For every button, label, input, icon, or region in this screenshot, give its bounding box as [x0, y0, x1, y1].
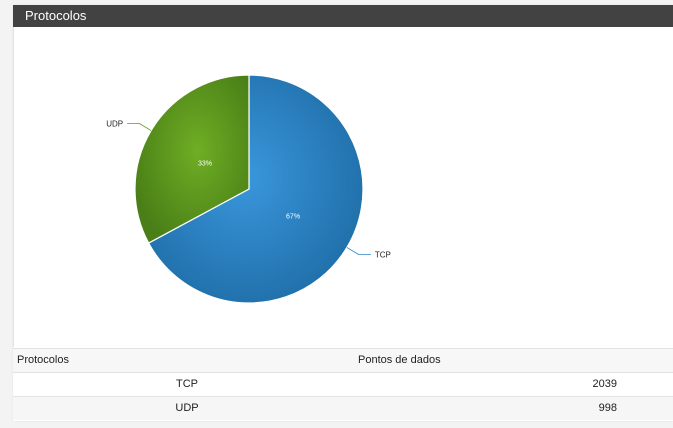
cell-protocol: TCP [176, 378, 198, 390]
pie-callout-line-udp [127, 122, 152, 131]
panel-header: Protocolos [13, 5, 673, 27]
cell-protocol: UDP [175, 402, 199, 414]
pie-percent-label-udp: 33% [198, 161, 212, 168]
panel-title: Protocolos [25, 8, 87, 23]
protocols-panel: Protocolos 67% TCP 33% UDP Protocolos Ponto… [13, 5, 673, 421]
pie-slice-udp[interactable] [134, 74, 250, 244]
pie-callout-label-tcp: TCP [375, 251, 391, 260]
cell-points: 2039 [592, 378, 617, 390]
table-row: UDP 998 [13, 396, 673, 420]
column-header-points: Pontos de dados [358, 354, 441, 366]
pie-chart: 67% TCP 33% UDP [106, 74, 391, 304]
table-row: TCP 2039 [13, 372, 673, 396]
pie-callout-label-udp: UDP [106, 119, 123, 128]
pie-callout-line-tcp [346, 247, 371, 256]
column-header-protocol: Protocolos [17, 354, 69, 366]
table-header-row: Protocolos Pontos de dados [13, 348, 673, 372]
pie-chart-area: 67% TCP 33% UDP [13, 27, 673, 347]
pie-slice-tcp[interactable] [147, 74, 364, 304]
cell-points: 998 [598, 402, 617, 414]
protocols-table: Protocolos Pontos de dados TCP 2039 UDP … [13, 348, 673, 420]
pie-percent-label-tcp: 67% [286, 213, 300, 220]
